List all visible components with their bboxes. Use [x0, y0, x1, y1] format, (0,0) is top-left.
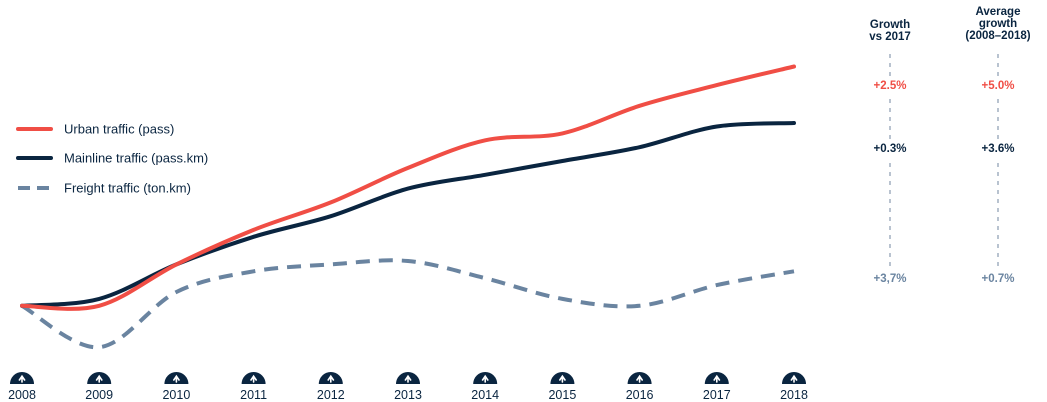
x-tick-label: 2017: [703, 388, 731, 402]
year-marker-2017: 2017: [703, 372, 731, 402]
arrow-glyph: [636, 374, 643, 383]
legend-label: Mainline traffic (pass.km): [64, 151, 208, 166]
x-tick-label: 2011: [240, 388, 267, 402]
table-header-line: growth: [979, 18, 1017, 30]
arrow-glyph: [404, 374, 412, 383]
arrow-glyph: [790, 374, 798, 383]
year-marker-2008: 2008: [8, 372, 36, 402]
x-axis: 2008 2009 2010 2011 2012 2013 2014 2015 2016 2017…: [8, 372, 808, 402]
legend-item-mainline-traffic-pass-km: Mainline traffic (pass.km): [16, 151, 208, 166]
x-tick-label: 2015: [548, 388, 576, 402]
year-marker-2010: 2010: [162, 372, 190, 402]
table-value: +5.0%: [982, 80, 1015, 92]
table-header-line: Average: [976, 6, 1021, 18]
arrow-glyph: [481, 374, 489, 383]
chart-legend: Urban traffic (pass) Mainline traffic (pa…: [16, 122, 208, 196]
x-tick-label: 2014: [471, 388, 499, 402]
year-marker-2014: 2014: [471, 372, 499, 402]
series-line-mainline-traffic-pass-km: [20, 121, 796, 308]
legend-item-freight-traffic-ton-km: Freight traffic (ton.km): [18, 181, 191, 196]
table-value: +3.6%: [982, 143, 1015, 155]
table-value: +3,7%: [874, 273, 907, 285]
year-marker-2009: 2009: [85, 372, 113, 402]
x-tick-label: 2012: [317, 388, 345, 402]
arrow-glyph: [250, 374, 257, 383]
table-header-line: vs 2017: [869, 31, 911, 43]
legend-label: Urban traffic (pass): [64, 122, 174, 137]
year-marker-2018: 2018: [780, 372, 808, 402]
x-tick-label: 2013: [394, 388, 422, 402]
year-marker-2013: 2013: [394, 372, 422, 402]
table-header-line: Growth: [870, 19, 910, 31]
x-tick-label: 2008: [8, 388, 36, 402]
x-tick-label: 2018: [780, 388, 808, 402]
x-tick-label: 2009: [85, 388, 113, 402]
table-header-line: (2008–2018): [965, 30, 1030, 42]
series-line-urban-traffic-pass: [20, 64, 796, 311]
arrow-glyph: [713, 374, 721, 383]
arrow-glyph: [559, 374, 566, 383]
x-tick-label: 2010: [162, 388, 190, 402]
legend-label: Freight traffic (ton.km): [64, 181, 191, 196]
arrow-glyph: [18, 374, 26, 383]
chart-lines: [20, 64, 796, 350]
legend-item-urban-traffic-pass: Urban traffic (pass): [16, 122, 174, 137]
arrow-glyph: [95, 374, 103, 383]
arrow-glyph: [173, 374, 180, 383]
year-marker-2011: 2011: [240, 372, 267, 402]
arrow-glyph: [327, 374, 335, 383]
year-marker-2012: 2012: [317, 372, 345, 402]
table-value: +0.7%: [982, 273, 1015, 285]
table-value: +2.5%: [874, 80, 907, 92]
table-value: +0.3%: [874, 143, 907, 155]
series-line-freight-traffic-ton-km: [20, 258, 795, 350]
x-tick-label: 2016: [626, 388, 654, 402]
year-marker-2016: 2016: [626, 372, 654, 402]
year-marker-2015: 2015: [548, 372, 576, 402]
